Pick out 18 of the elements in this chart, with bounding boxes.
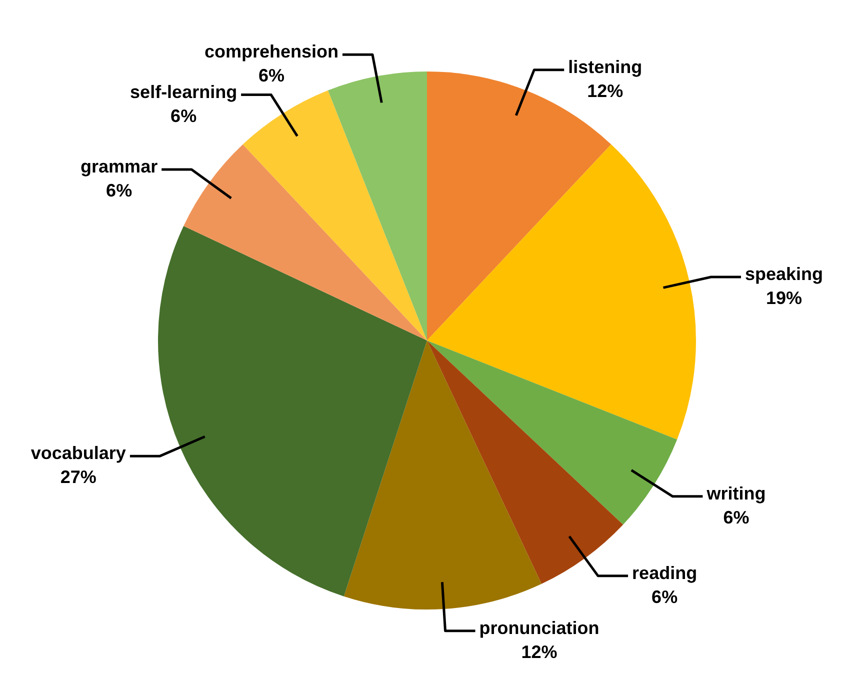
data-label: 19%: [766, 288, 802, 308]
slice-label: vocabulary: [30, 443, 126, 464]
slice-label: comprehension: [204, 42, 338, 62]
slice-label: self-learning: [130, 82, 238, 102]
data-label: 12%: [521, 642, 558, 662]
data-label: 6%: [258, 66, 284, 86]
slice-label: grammar: [80, 156, 158, 176]
data-label: 6%: [652, 586, 678, 607]
data-label: 6%: [106, 180, 132, 200]
data-label: 6%: [170, 106, 197, 126]
data-label: 27%: [60, 467, 96, 488]
slice-label: speaking: [744, 264, 824, 284]
slice-label: writing: [706, 483, 766, 504]
slice-label: reading: [632, 562, 698, 583]
data-label: 12%: [587, 80, 624, 101]
data-label: 6%: [723, 507, 750, 528]
slice-label: listening: [568, 56, 642, 77]
slice-label: pronunciation: [479, 618, 600, 638]
